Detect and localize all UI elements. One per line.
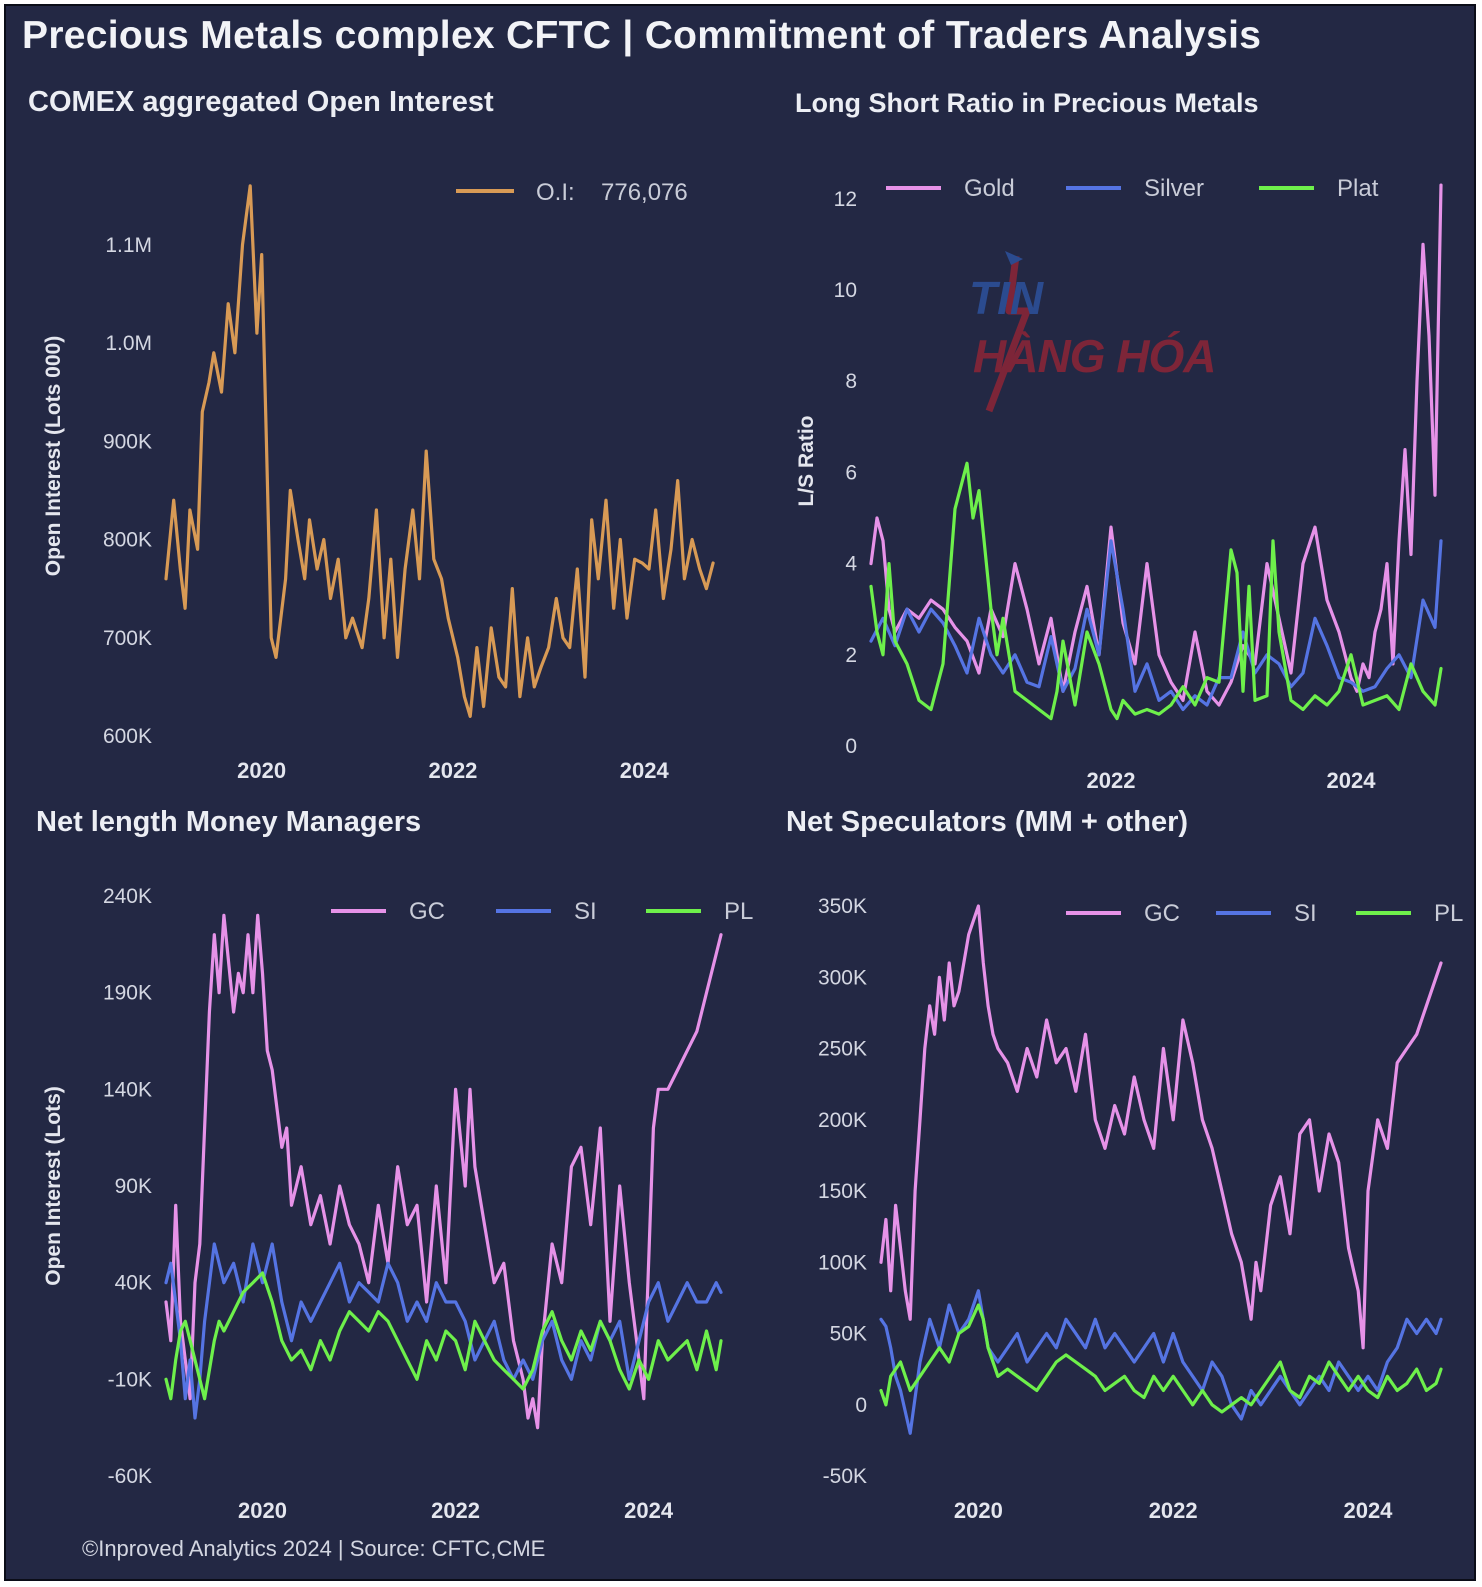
- open-interest-chart: 600K 700K 800K 900K 1.0M 1.1M 2020 2022 2024 Open…: [42, 179, 715, 783]
- watermark-line1: TIN: [969, 272, 1044, 324]
- y-tick-label: -10K: [108, 1368, 152, 1391]
- series-line-si: [879, 1289, 1443, 1435]
- net-speculators-chart: -50K 0 50K 100K 150K 200K 250K 300K 350K 2020 2022…: [818, 895, 1463, 1523]
- x-tick-label: 2020: [954, 1498, 1003, 1523]
- y-tick-label: 900K: [103, 430, 152, 453]
- y-tick-label: 2: [845, 644, 857, 667]
- series-line-pl: [879, 1303, 1443, 1414]
- y-tick-label: 12: [834, 188, 857, 211]
- y-tick-label: 50K: [830, 1323, 867, 1346]
- report-frame: Precious Metals complex CFTC | Commitmen…: [4, 4, 1476, 1581]
- legend-entry: GC: [1144, 900, 1180, 927]
- y-tick-label: 0: [855, 1394, 867, 1417]
- net-length-money-managers-chart: -60K -10K 40K 90K 140K 190K 240K 2020 2022 2024 Op…: [42, 885, 753, 1523]
- y-tick-label: 100K: [818, 1251, 867, 1274]
- x-tick-label: 2024: [620, 758, 670, 783]
- x-tick-label: 2024: [624, 1498, 674, 1523]
- series-line-si: [164, 1242, 723, 1420]
- y-tick-label: 190K: [103, 982, 152, 1005]
- y-tick-label: 800K: [103, 529, 152, 552]
- bolt-icon: [985, 251, 1031, 413]
- legend-value: 776,076: [601, 179, 688, 206]
- x-tick-label: 2022: [431, 1498, 480, 1523]
- y-axis-label: L/S Ratio: [795, 415, 818, 506]
- series-line-gc: [164, 913, 723, 1430]
- panel-title-open-interest: COMEX aggregated Open Interest: [28, 86, 494, 118]
- x-tick-label: 2022: [428, 758, 477, 783]
- y-tick-label: 700K: [103, 627, 152, 650]
- series-line-gold: [869, 183, 1443, 707]
- series-line-silver: [869, 539, 1443, 712]
- series-line-plat: [869, 461, 1443, 721]
- y-tick-label: 40K: [115, 1272, 152, 1295]
- y-tick-label: 600K: [103, 725, 152, 748]
- page-title: Precious Metals complex CFTC | Commitmen…: [22, 14, 1262, 57]
- x-tick-label: 2024: [1343, 1498, 1393, 1523]
- y-tick-label: -50K: [823, 1465, 867, 1488]
- panel-title-net-length-mm: Net length Money Managers: [36, 806, 422, 838]
- legend-entry: GC: [409, 898, 445, 925]
- legend-entry: Plat: [1337, 175, 1379, 202]
- watermark-line2: HÀNG HÓA: [973, 330, 1216, 382]
- x-tick-label: 2020: [238, 1498, 287, 1523]
- legend-entry: SI: [574, 898, 597, 925]
- y-tick-label: 6: [845, 461, 857, 484]
- x-tick-label: 2020: [237, 758, 286, 783]
- y-tick-label: 240K: [103, 885, 152, 908]
- y-axis-label: Open Interest (Lots): [42, 1086, 65, 1286]
- y-tick-label: 1.1M: [105, 234, 152, 257]
- footer-source: ©Inproved Analytics 2024 | Source: CFTC,…: [82, 1536, 546, 1561]
- legend-entry: Silver: [1144, 175, 1204, 202]
- y-tick-label: 90K: [115, 1175, 152, 1198]
- y-tick-label: 300K: [818, 966, 867, 989]
- y-tick-label: -60K: [108, 1465, 152, 1488]
- panel-title-net-speculators: Net Speculators (MM + other): [786, 806, 1189, 838]
- series-line-o-i: [164, 184, 715, 719]
- y-tick-label: 350K: [818, 895, 867, 918]
- y-tick-label: 10: [834, 279, 857, 302]
- x-tick-label: 2022: [1149, 1498, 1198, 1523]
- legend-label: O.I:: [536, 179, 575, 206]
- y-tick-label: 250K: [818, 1038, 867, 1061]
- x-tick-label: 2024: [1327, 768, 1377, 793]
- y-tick-label: 0: [845, 735, 857, 758]
- y-tick-label: 8: [845, 370, 857, 393]
- series-line-pl: [164, 1271, 723, 1401]
- legend-entry: Gold: [964, 175, 1015, 202]
- y-tick-label: 150K: [818, 1180, 867, 1203]
- legend-entry: PL: [724, 898, 753, 925]
- panel-title-long-short-ratio: Long Short Ratio in Precious Metals: [795, 88, 1259, 118]
- y-tick-label: 200K: [818, 1109, 867, 1132]
- y-tick-label: 4: [845, 553, 857, 576]
- y-axis-label: Open Interest (Lots 000): [42, 336, 65, 576]
- y-tick-label: 1.0M: [105, 332, 152, 355]
- x-tick-label: 2022: [1087, 768, 1136, 793]
- y-tick-label: 140K: [103, 1078, 152, 1101]
- watermark-logo: TIN HÀNG HÓA: [961, 251, 1271, 421]
- legend-entry: PL: [1434, 900, 1463, 927]
- legend-entry: SI: [1294, 900, 1317, 927]
- series-line-gc: [879, 904, 1443, 1350]
- long-short-ratio-chart: 0 2 4 6 8 10 12 2022 2024 L/S Ratio Gold Silver Plat: [795, 175, 1443, 793]
